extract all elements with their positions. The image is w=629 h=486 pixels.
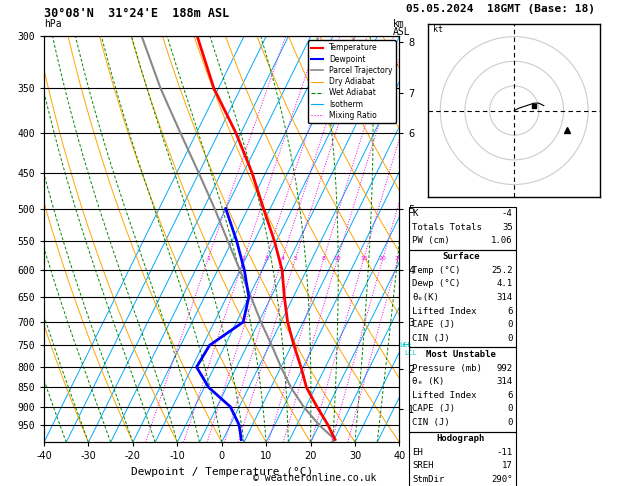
Text: 35: 35 — [502, 223, 513, 232]
Text: θₑ (K): θₑ (K) — [412, 377, 444, 386]
Text: 20: 20 — [379, 256, 387, 261]
Text: 4.1: 4.1 — [496, 279, 513, 289]
Text: Dewp (°C): Dewp (°C) — [412, 279, 460, 289]
Text: 3: 3 — [264, 256, 268, 261]
Text: Surface: Surface — [442, 252, 480, 261]
Text: 5: 5 — [294, 256, 298, 261]
Text: 25: 25 — [394, 256, 402, 261]
Text: 314: 314 — [496, 293, 513, 302]
Text: CIN (J): CIN (J) — [412, 418, 450, 427]
Text: CAPE (J): CAPE (J) — [412, 320, 455, 330]
Text: LCL: LCL — [399, 342, 412, 348]
Text: 6: 6 — [507, 391, 513, 400]
Text: 15: 15 — [360, 256, 367, 261]
Text: K: K — [412, 209, 418, 218]
Text: 0: 0 — [507, 320, 513, 330]
Text: Totals Totals: Totals Totals — [412, 223, 482, 232]
Text: -4: -4 — [502, 209, 513, 218]
Text: 1: 1 — [206, 256, 210, 261]
Text: 8: 8 — [322, 256, 326, 261]
Legend: Temperature, Dewpoint, Parcel Trajectory, Dry Adiabat, Wet Adiabat, Isotherm, Mi: Temperature, Dewpoint, Parcel Trajectory… — [308, 40, 396, 123]
Text: SREH: SREH — [412, 461, 433, 470]
Text: 6: 6 — [507, 307, 513, 316]
Text: 25.2: 25.2 — [491, 266, 513, 275]
Text: LCL: LCL — [404, 349, 417, 356]
Text: km: km — [393, 19, 405, 29]
Text: ←: ← — [401, 340, 411, 350]
Text: Lifted Index: Lifted Index — [412, 307, 477, 316]
Text: Most Unstable: Most Unstable — [426, 350, 496, 359]
Text: Pressure (mb): Pressure (mb) — [412, 364, 482, 373]
Text: StmDir: StmDir — [412, 475, 444, 484]
Text: 2: 2 — [242, 256, 246, 261]
X-axis label: Dewpoint / Temperature (°C): Dewpoint / Temperature (°C) — [131, 467, 313, 477]
Text: Lifted Index: Lifted Index — [412, 391, 477, 400]
Text: EH: EH — [412, 448, 423, 457]
Text: -11: -11 — [496, 448, 513, 457]
Text: ASL: ASL — [393, 28, 411, 37]
Text: 0: 0 — [507, 404, 513, 414]
Text: 05.05.2024  18GMT (Base: 18): 05.05.2024 18GMT (Base: 18) — [406, 4, 594, 14]
Text: 314: 314 — [496, 377, 513, 386]
Text: 4: 4 — [281, 256, 284, 261]
Text: 0: 0 — [507, 334, 513, 343]
Text: CAPE (J): CAPE (J) — [412, 404, 455, 414]
Text: Hodograph: Hodograph — [437, 434, 485, 443]
Text: 290°: 290° — [491, 475, 513, 484]
Text: 0: 0 — [507, 418, 513, 427]
Text: kt: kt — [433, 25, 443, 34]
Text: 17: 17 — [502, 461, 513, 470]
Text: 10: 10 — [334, 256, 342, 261]
Text: 992: 992 — [496, 364, 513, 373]
Text: 30°08'N  31°24'E  188m ASL: 30°08'N 31°24'E 188m ASL — [44, 7, 230, 20]
Text: θₑ(K): θₑ(K) — [412, 293, 439, 302]
Text: hPa: hPa — [44, 19, 62, 29]
Text: PW (cm): PW (cm) — [412, 236, 450, 245]
Text: © weatheronline.co.uk: © weatheronline.co.uk — [253, 473, 376, 483]
Text: CIN (J): CIN (J) — [412, 334, 450, 343]
Text: 1.06: 1.06 — [491, 236, 513, 245]
Text: Temp (°C): Temp (°C) — [412, 266, 460, 275]
